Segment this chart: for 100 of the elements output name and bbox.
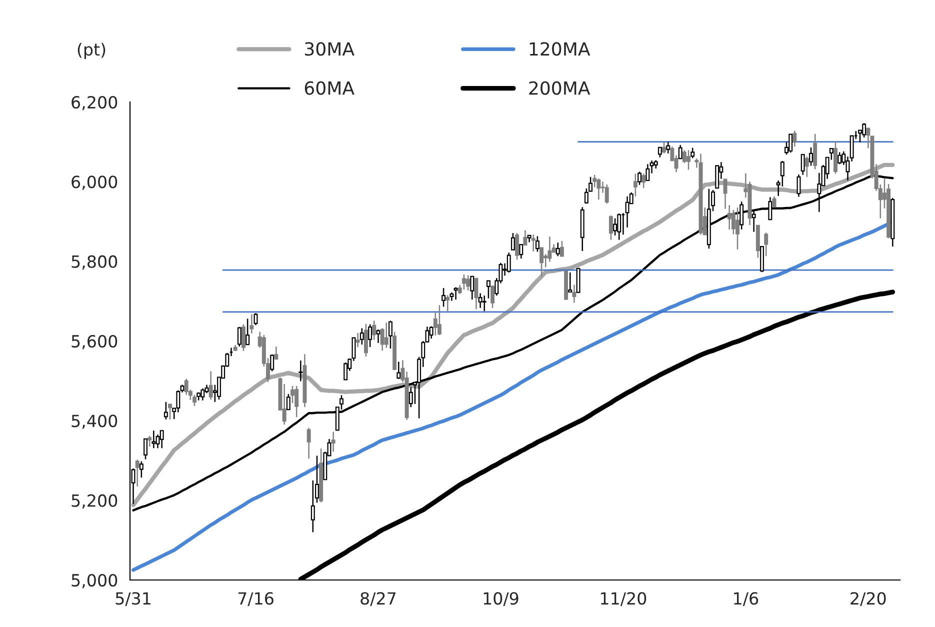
- candlestick: [736, 206, 740, 250]
- x-tick-label: 5/31: [116, 592, 150, 606]
- candlestick: [286, 393, 290, 411]
- legend-label: 200MA: [529, 81, 590, 95]
- candlestick: [658, 146, 662, 158]
- candlestick: [572, 284, 576, 304]
- candlestick: [482, 294, 486, 312]
- candlestick: [250, 314, 254, 334]
- candlestick: [834, 140, 838, 174]
- candlestick: [139, 460, 144, 478]
- candlestick: [690, 147, 695, 159]
- candlestick: [310, 480, 315, 533]
- candlestick: [306, 427, 311, 460]
- candlestick: [442, 287, 446, 308]
- candlestick: [560, 240, 564, 258]
- x-tick-label: 1/6: [734, 592, 758, 606]
- candlestick: [604, 184, 609, 204]
- y-tick-label: 5,800: [72, 255, 118, 270]
- candlestick: [723, 178, 728, 210]
- candlestick: [556, 242, 560, 257]
- legend-label: 30MA: [305, 42, 354, 56]
- candlestick: [792, 130, 797, 148]
- x-tick-label: 10/9: [484, 592, 518, 606]
- candlestick: [804, 156, 809, 178]
- y-tick-label: 6,000: [72, 176, 118, 190]
- x-tick-label: 8/27: [360, 592, 396, 606]
- candlestick: [838, 152, 842, 165]
- candlestick: [160, 430, 164, 449]
- candlestick: [356, 332, 360, 348]
- candlestick: [478, 292, 482, 309]
- candlestick: [813, 133, 818, 170]
- candlestick: [168, 404, 172, 420]
- x-tick-label: 11/20: [601, 592, 646, 606]
- candlestick: [360, 328, 364, 346]
- candlestick: [429, 326, 434, 340]
- candlestick: [242, 324, 246, 352]
- candlestick: [486, 280, 490, 300]
- legend-label: 120MA: [530, 42, 590, 56]
- candlestick: [290, 385, 294, 404]
- candlestick: [519, 244, 524, 260]
- candlestick: [237, 326, 242, 348]
- candlestick: [376, 328, 380, 344]
- candlestick: [588, 176, 593, 192]
- y-axis-title: (pt): [78, 42, 106, 59]
- candlestick: [510, 232, 515, 250]
- candlestick: [523, 230, 528, 246]
- candlestick: [764, 232, 768, 257]
- candlestick: [535, 236, 540, 252]
- legend-label: 60MA: [304, 81, 354, 95]
- candlestick: [686, 150, 690, 170]
- candlestick: [364, 323, 368, 358]
- candlestick: [666, 141, 670, 154]
- candlestick: [396, 361, 401, 380]
- candlestick: [388, 320, 392, 350]
- candlestick: [344, 362, 348, 381]
- candlestick: [298, 360, 303, 382]
- candlestick: [568, 272, 572, 293]
- y-tick-label: 5,400: [72, 414, 118, 429]
- candlestick: [800, 154, 805, 176]
- candlestick: [780, 160, 784, 188]
- candlestick: [662, 142, 666, 154]
- candlestick: [408, 386, 413, 408]
- candlestick: [454, 286, 458, 300]
- candlestick: [740, 200, 744, 230]
- candlestick: [678, 144, 682, 160]
- candlestick: [642, 173, 646, 189]
- candlestick: [788, 134, 793, 154]
- candlestick: [633, 173, 638, 198]
- candlestick: [274, 346, 278, 360]
- x-tick-label: 2/20: [850, 592, 886, 606]
- candlestick: [596, 178, 601, 200]
- candlestick: [646, 164, 650, 182]
- candlestick: [474, 277, 478, 310]
- candlestick: [148, 435, 152, 448]
- y-tick-label: 5,200: [72, 494, 118, 509]
- candlestick: [466, 274, 470, 292]
- candlestick: [576, 267, 580, 294]
- x-tick-label: 7/16: [238, 592, 274, 606]
- candlestick: [613, 218, 618, 236]
- candlestick: [540, 246, 544, 277]
- candlestick: [862, 122, 866, 138]
- candlestick: [608, 214, 613, 240]
- candlestick: [331, 431, 336, 452]
- y-tick-label: 5,600: [72, 334, 118, 350]
- candlestick: [384, 322, 388, 348]
- candlestick: [490, 284, 495, 309]
- candlestick: [768, 196, 772, 220]
- candlestick: [809, 146, 813, 166]
- y-tick-label: 5,000: [72, 574, 118, 588]
- candlestick: [617, 212, 622, 240]
- candlestick: [638, 171, 642, 186]
- candlestick: [506, 252, 511, 274]
- candlestick: [372, 320, 376, 340]
- candlestick: [470, 275, 474, 300]
- candlestick: [437, 304, 442, 336]
- candlestick: [270, 354, 274, 372]
- candlestick: [144, 438, 148, 460]
- candlestick: [715, 165, 720, 189]
- candlestick: [446, 294, 450, 312]
- candlestick: [531, 234, 536, 252]
